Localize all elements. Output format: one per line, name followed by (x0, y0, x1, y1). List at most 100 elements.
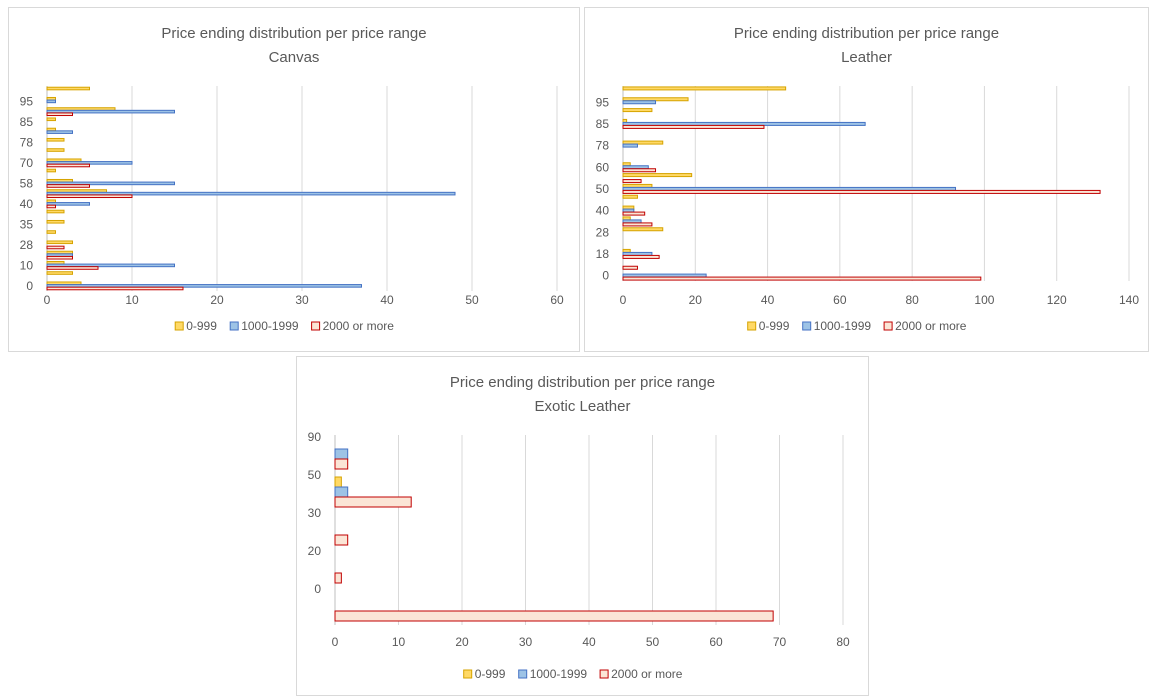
x-tick-label: 100 (974, 293, 994, 307)
leather-bar-chart: Price ending distribution per price rang… (596, 25, 1140, 333)
bar (622, 173, 693, 178)
y-tick-label: 0 (26, 279, 33, 293)
x-tick-label: 60 (833, 293, 847, 307)
legend-label: 2000 or more (895, 319, 967, 333)
legend-label: 1000-1999 (241, 319, 299, 333)
y-tick-label: 30 (308, 506, 322, 520)
legend-swatch (747, 321, 757, 331)
legend-label: 2000 or more (323, 319, 395, 333)
exotic-leather-bar-chart: Price ending distribution per price rang… (308, 374, 850, 681)
legend-swatch (463, 669, 473, 679)
bar (334, 458, 349, 470)
x-tick-label: 0 (332, 635, 339, 649)
x-tick-label: 0 (620, 293, 627, 307)
bar (334, 610, 774, 622)
bar (622, 189, 1101, 194)
y-tick-label: 90 (308, 430, 322, 444)
x-tick-label: 10 (392, 635, 406, 649)
bar (46, 194, 133, 199)
bar (46, 240, 73, 245)
bar (46, 163, 90, 168)
bar (46, 245, 65, 250)
bar (46, 109, 175, 114)
legend-swatch (311, 321, 321, 331)
x-tick-label: 10 (125, 293, 139, 307)
bar (46, 184, 90, 188)
y-tick-label: 0 (314, 582, 321, 596)
bar (46, 266, 99, 270)
bar (622, 194, 638, 199)
y-tick-label: 85 (596, 117, 610, 131)
y-tick-label: 95 (20, 94, 34, 108)
legend-swatch (599, 669, 609, 679)
bar (622, 100, 657, 105)
x-tick-label: 140 (1119, 293, 1139, 307)
bar (46, 219, 65, 224)
x-tick-label: 50 (465, 293, 479, 307)
bar (622, 179, 642, 184)
y-tick-label: 58 (20, 176, 34, 190)
bar (622, 265, 638, 270)
y-tick-label: 40 (596, 204, 610, 218)
y-tick-label: 85 (20, 115, 34, 129)
bar (622, 140, 664, 145)
y-tick-label: 28 (20, 238, 34, 252)
y-tick-label: 50 (596, 182, 610, 196)
x-tick-label: 60 (550, 293, 564, 307)
chart-title: Price ending distribution per price rang… (734, 25, 999, 42)
legend-label: 0-999 (475, 667, 506, 681)
chart-subtitle: Leather (841, 49, 892, 66)
y-tick-label: 28 (596, 225, 610, 239)
chart-subtitle: Exotic Leather (535, 398, 631, 415)
bar (622, 86, 787, 91)
legend-swatch (802, 321, 812, 331)
bar (46, 112, 73, 117)
legend-swatch (229, 321, 239, 331)
bar (334, 486, 349, 498)
y-tick-label: 0 (602, 269, 609, 283)
bar (622, 124, 765, 129)
chart-title: Price ending distribution per price rang… (161, 25, 426, 42)
x-tick-label: 40 (761, 293, 775, 307)
bar (46, 230, 56, 234)
bar (622, 276, 982, 281)
bar (622, 222, 653, 227)
chart-panel-leather: Price ending distribution per price rang… (584, 7, 1149, 352)
bar (622, 108, 653, 113)
x-tick-label: 0 (44, 293, 51, 307)
x-tick-label: 40 (380, 293, 394, 307)
bar (46, 263, 175, 268)
x-tick-label: 30 (295, 293, 309, 307)
bar (334, 572, 342, 584)
bar (46, 204, 56, 209)
y-tick-label: 40 (20, 197, 34, 211)
bar (334, 496, 412, 508)
x-tick-label: 20 (210, 293, 224, 307)
bar (622, 211, 646, 216)
y-tick-label: 60 (596, 160, 610, 174)
y-tick-label: 10 (20, 258, 34, 272)
legend-label: 0-999 (186, 319, 217, 333)
y-tick-label: 78 (596, 139, 610, 153)
legend-label: 0-999 (759, 319, 790, 333)
legend-swatch (883, 321, 893, 331)
bar (46, 209, 65, 214)
bar (46, 137, 65, 142)
bar (334, 476, 342, 488)
x-tick-label: 20 (689, 293, 703, 307)
canvas-bar-chart: Price ending distribution per price rang… (20, 25, 564, 333)
legend-swatch (518, 669, 528, 679)
legend-label: 1000-1999 (530, 667, 588, 681)
bar (46, 181, 175, 186)
x-tick-label: 20 (455, 635, 469, 649)
bar (46, 168, 56, 173)
bar (46, 130, 73, 134)
y-tick-label: 78 (20, 135, 34, 149)
legend-swatch (174, 321, 184, 331)
bar (46, 284, 362, 288)
bar (622, 168, 657, 173)
bar (622, 254, 660, 259)
x-tick-label: 40 (582, 635, 596, 649)
x-tick-label: 80 (905, 293, 919, 307)
y-tick-label: 70 (20, 156, 34, 170)
